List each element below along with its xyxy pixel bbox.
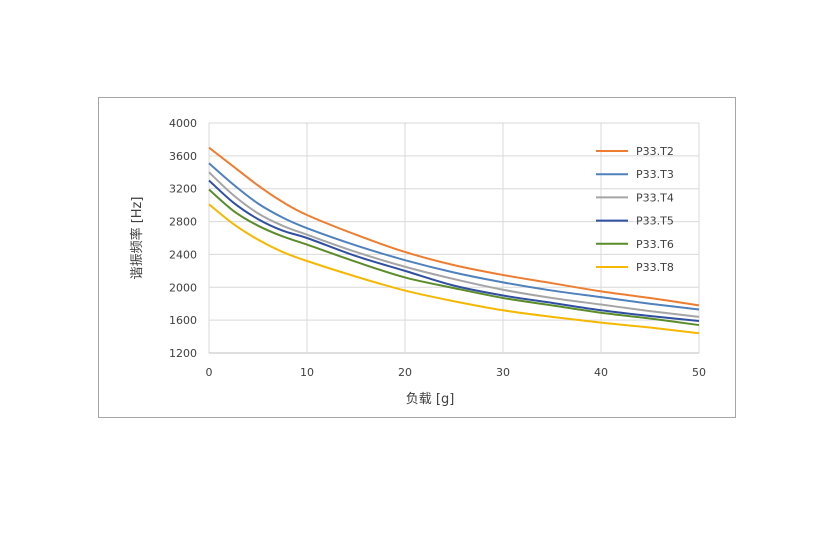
- series-line-p33-t3: [208, 162, 700, 311]
- y-tick-label: 3200: [169, 183, 197, 196]
- series-lines: [208, 146, 700, 335]
- legend-label: P33.T8: [636, 261, 674, 274]
- x-axis-tick-labels: 0 10 20 30 40 50: [206, 366, 707, 379]
- legend-label: P33.T6: [636, 238, 674, 251]
- gridlines: [208, 122, 700, 354]
- x-axis-title: 负载 [g]: [406, 392, 455, 407]
- y-tick-label: 3600: [169, 150, 197, 163]
- series-line-p33-t5: [208, 179, 700, 322]
- chart-frame: [98, 97, 736, 418]
- series-line-p33-t2: [208, 146, 700, 307]
- series-line-p33-t4: [208, 171, 700, 318]
- x-tick-label: 0: [206, 366, 213, 379]
- y-tick-label: 2400: [169, 248, 197, 261]
- y-tick-label: 4000: [169, 117, 197, 130]
- legend-label: P33.T4: [636, 191, 674, 204]
- y-tick-label: 1200: [169, 347, 197, 360]
- y-axis-tick-labels: 1200 1600 2000 2400 2800 3200 3600 4000: [169, 117, 197, 360]
- series-line-p33-t8: [208, 203, 700, 335]
- y-tick-label: 2800: [169, 216, 197, 229]
- y-tick-label: 1600: [169, 314, 197, 327]
- legend: P33.T2 P33.T3 P33.T4 P33.T5 P33.T6 P33.T8: [596, 145, 674, 274]
- x-tick-label: 40: [594, 366, 608, 379]
- x-tick-label: 10: [300, 366, 314, 379]
- y-axis-title: 谐振频率 [Hz]: [129, 197, 145, 280]
- x-tick-label: 50: [692, 366, 706, 379]
- legend-label: P33.T5: [636, 215, 674, 228]
- y-tick-label: 2000: [169, 281, 197, 294]
- series-line-p33-t6: [208, 188, 700, 327]
- legend-label: P33.T2: [636, 145, 674, 158]
- legend-label: P33.T3: [636, 168, 674, 181]
- x-tick-label: 30: [496, 366, 510, 379]
- x-tick-label: 20: [398, 366, 412, 379]
